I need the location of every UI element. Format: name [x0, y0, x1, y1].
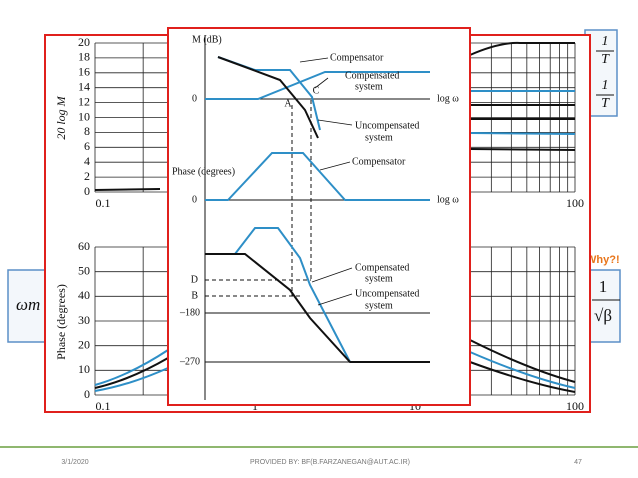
diagram-label: system: [365, 300, 393, 311]
diagram-label: 0: [192, 93, 197, 104]
front-figure-frame: [167, 27, 471, 406]
diagram-label: system: [365, 273, 393, 284]
fraction-part: 1: [602, 34, 609, 49]
y-tick-label: 60: [78, 239, 90, 253]
y-tick-label: 0: [84, 387, 90, 401]
top-right-fractions: 1 T 1 T: [596, 34, 614, 111]
right-box-den: √β: [594, 306, 612, 325]
diagram-label: log ω: [437, 194, 459, 205]
footer-page: 47: [574, 459, 582, 466]
note: Why?!: [586, 254, 620, 266]
y-tick-label: 10: [78, 109, 90, 123]
y-tick-label: 12: [78, 94, 90, 108]
fraction-part: T: [601, 96, 610, 111]
left-box-text: ωm: [16, 295, 40, 314]
footer-provider: PROVIDED BY: BF(B.FARZANEGAN@AUT.AC.IR): [250, 459, 410, 466]
phase-axis-label: Phase (degrees): [54, 284, 68, 360]
y-tick-label: 6: [84, 139, 90, 153]
diagram-label: system: [365, 132, 393, 143]
x-tick-label: 100: [566, 196, 584, 210]
back-curves: [94, 41, 576, 393]
footer-date: 3/1/2020: [61, 459, 88, 466]
y-tick-label: 16: [78, 65, 90, 79]
magnitude-axis-label: 20 log M: [54, 95, 68, 139]
y-tick-label: 30: [78, 313, 90, 327]
y-tick-label: 20: [78, 35, 90, 49]
diagram-label: A: [284, 98, 292, 109]
right-box: [589, 269, 621, 343]
x-tick-label: 0.1: [96, 196, 111, 210]
diagram-label: 0: [192, 194, 197, 205]
y-tick-label: 8: [84, 124, 90, 138]
front-curves: [205, 56, 430, 363]
diagram-label: Uncompensated: [355, 120, 419, 131]
diagram-label: log ω: [437, 93, 459, 104]
x-tick-label: 0.1: [96, 399, 111, 413]
diagram-label: C: [313, 85, 320, 96]
diagram-label: Phase (degrees): [172, 166, 235, 177]
right-box-num: 1: [599, 277, 608, 296]
diagram-label: –180: [179, 307, 200, 318]
y-tick-label: 18: [78, 50, 90, 64]
y-tick-label: 0: [84, 184, 90, 198]
x-tick-label: 100: [566, 399, 584, 413]
y-tick-label: 20: [78, 337, 90, 351]
y-tick-label: 10: [78, 362, 90, 376]
y-tick-label: 50: [78, 263, 90, 277]
diagram-label: –270: [179, 356, 200, 367]
diagram-label: Compensator: [330, 52, 384, 63]
y-tick-label: 14: [78, 79, 90, 93]
diagram-label: Compensator: [352, 156, 406, 167]
fraction-part: T: [601, 52, 610, 67]
diagram-label: system: [355, 81, 383, 92]
fraction-part: 1: [602, 78, 609, 93]
diagram-label: Compensated: [355, 262, 409, 273]
diagram-label: Uncompensated: [355, 288, 419, 299]
diagram-label: B: [191, 290, 198, 301]
leader-lines: [299, 57, 353, 306]
y-tick-label: 40: [78, 288, 90, 302]
y-tick-label: 4: [84, 154, 90, 168]
y-tick-label: 2: [84, 169, 90, 183]
diagram-label: D: [191, 274, 198, 285]
diagram-label: Compensated: [345, 70, 399, 81]
diagram-label: M (dB): [192, 34, 222, 45]
